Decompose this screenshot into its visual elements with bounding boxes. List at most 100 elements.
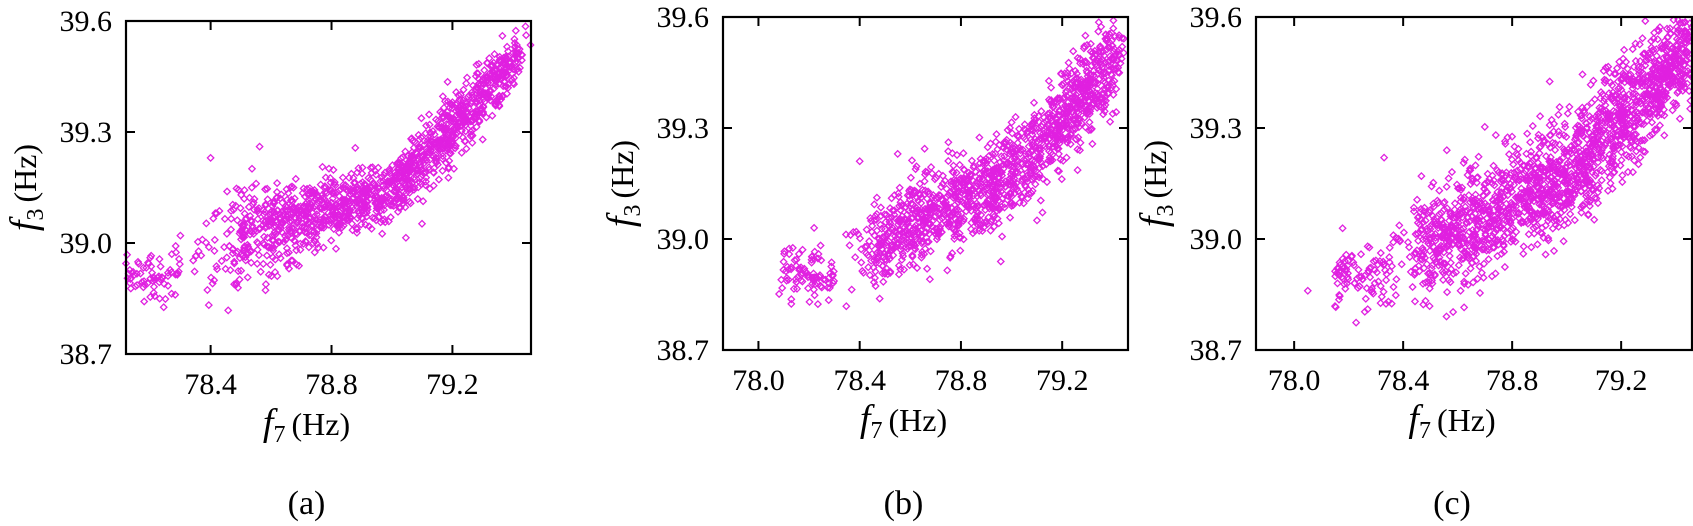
- scatter-point: [972, 212, 981, 221]
- scatter-point: [1481, 229, 1490, 238]
- scatter-point: [413, 194, 422, 204]
- scatter-point: [956, 233, 965, 242]
- scatter-point: [854, 230, 863, 239]
- x-tick-labels: 78.4 78.8 79.2: [184, 368, 478, 401]
- scatter-point: [1600, 75, 1609, 84]
- y-tick-label: 39.3: [657, 112, 710, 145]
- scatter-point: [171, 241, 180, 251]
- scatter-point: [1093, 69, 1102, 79]
- scatter-point: [1662, 53, 1671, 62]
- scatter-point: [955, 196, 964, 205]
- scatter-point: [1676, 36, 1686, 45]
- scatter-point: [1415, 267, 1424, 276]
- scatter-point: [1060, 117, 1070, 126]
- scatter-point: [1641, 61, 1650, 70]
- scatter-point: [211, 209, 220, 218]
- scatter-point: [1509, 180, 1519, 189]
- scatter-point: [1627, 112, 1636, 121]
- scatter-point: [1534, 210, 1543, 219]
- scatter-point: [1611, 108, 1620, 117]
- scatter-point: [1057, 80, 1066, 89]
- scatter-point: [1513, 193, 1523, 202]
- scatter-point: [1465, 197, 1475, 207]
- scatter-point: [1659, 89, 1668, 98]
- scatter-point: [468, 131, 477, 140]
- scatter-point: [159, 303, 168, 312]
- scatter-point: [234, 266, 243, 276]
- scatter-point: [1634, 143, 1643, 152]
- scatter-point: [1599, 106, 1608, 116]
- scatter-point: [896, 206, 905, 215]
- scatter-point: [483, 72, 493, 82]
- scatter-point: [447, 137, 457, 146]
- scatter-point: [1584, 210, 1593, 219]
- scatter-point: [1385, 253, 1394, 262]
- scatter-point: [1101, 100, 1110, 110]
- scatter-point: [468, 126, 477, 135]
- scatter-point: [975, 219, 985, 228]
- scatter-point: [1575, 122, 1584, 131]
- scatter-point: [1451, 229, 1460, 238]
- scatter-point: [905, 185, 915, 194]
- scatter-point: [1598, 153, 1608, 163]
- scatter-point: [1634, 109, 1643, 118]
- x-axis-label: f7 (Hz): [860, 398, 947, 444]
- scatter-point: [284, 223, 294, 232]
- scatter-point: [331, 244, 341, 253]
- scatter-point: [1660, 95, 1670, 104]
- scatter-point: [1639, 120, 1648, 129]
- scatter-point: [246, 211, 255, 221]
- scatter-point: [319, 223, 328, 232]
- scatter-point: [1446, 277, 1455, 287]
- scatter-point: [1567, 141, 1576, 151]
- scatter-point: [959, 186, 968, 195]
- scatter-point: [922, 264, 932, 273]
- scatter-point: [212, 209, 221, 218]
- scatter-point: [920, 170, 930, 179]
- scatter-point: [867, 256, 876, 265]
- scatter-point: [1628, 44, 1637, 54]
- scatter-point: [1562, 132, 1571, 142]
- scatter-point: [1446, 258, 1455, 267]
- scatter-point: [261, 200, 270, 209]
- scatter-point: [294, 261, 304, 270]
- scatter-point: [817, 256, 826, 265]
- scatter-point: [422, 121, 431, 130]
- scatter-point: [1045, 109, 1054, 118]
- scatter-point: [1664, 77, 1673, 86]
- scatter-point: [1581, 118, 1591, 128]
- scatter-point: [1432, 258, 1441, 267]
- scatter-point: [1365, 243, 1374, 252]
- axis-ticks: [126, 20, 531, 355]
- scatter-point: [1409, 203, 1419, 212]
- scatter-point: [295, 206, 304, 215]
- scatter-point: [1653, 111, 1663, 121]
- scatter-point: [267, 271, 276, 281]
- scatter-point: [309, 227, 319, 236]
- scatter-point: [1627, 152, 1637, 161]
- scatter-point: [930, 203, 939, 212]
- scatter-point: [1644, 55, 1653, 64]
- scatter-point: [1597, 176, 1606, 185]
- scatter-point: [232, 248, 241, 258]
- scatter-point: [986, 226, 995, 235]
- scatter-point: [1343, 273, 1352, 282]
- scatter-point: [1073, 145, 1082, 154]
- scatter-point: [1096, 47, 1106, 56]
- scatter-point: [484, 91, 493, 100]
- scatter-point: [247, 183, 256, 192]
- scatter-point: [898, 249, 907, 258]
- scatter-point: [1072, 103, 1082, 112]
- scatter-point: [798, 277, 807, 286]
- scatter-point: [1627, 131, 1637, 141]
- scatter-point: [1631, 56, 1640, 66]
- scatter-points: [1303, 15, 1693, 327]
- scatter-point: [1582, 123, 1592, 132]
- scatter-point: [1448, 307, 1458, 317]
- scatter-point: [336, 206, 346, 215]
- scatter-point: [418, 197, 428, 206]
- scatter-point: [1477, 268, 1486, 277]
- scatter-point: [1100, 107, 1109, 116]
- scatter-point: [1369, 257, 1378, 266]
